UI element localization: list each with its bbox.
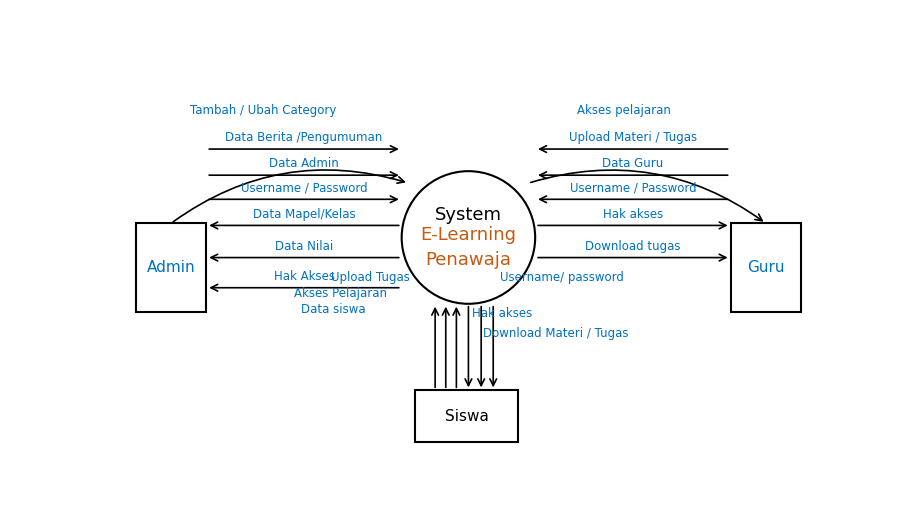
Text: Penawaja: Penawaja — [425, 251, 512, 269]
Text: Download tugas: Download tugas — [585, 240, 681, 253]
Bar — [135, 223, 207, 312]
Text: Akses Pelajaran: Akses Pelajaran — [294, 287, 387, 300]
Text: Data Guru: Data Guru — [602, 157, 664, 170]
Text: Username/ password: Username/ password — [500, 271, 624, 284]
Text: Data Berita /Pengumuman: Data Berita /Pengumuman — [226, 131, 383, 144]
Text: Akses pelajaran: Akses pelajaran — [578, 104, 671, 117]
Text: Data siswa: Data siswa — [301, 303, 366, 316]
Text: Hak akses: Hak akses — [602, 208, 663, 221]
Text: Upload Materi / Tugas: Upload Materi / Tugas — [569, 131, 696, 144]
Text: Guru: Guru — [747, 260, 785, 275]
Text: Hak Akses: Hak Akses — [273, 270, 335, 283]
Text: Upload Tugas: Upload Tugas — [332, 271, 410, 284]
Text: Data Nilai: Data Nilai — [275, 240, 333, 253]
Text: Siswa: Siswa — [445, 409, 489, 424]
Text: Tambah / Ubah Category: Tambah / Ubah Category — [190, 104, 336, 117]
Text: Admin: Admin — [146, 260, 196, 275]
Text: System: System — [435, 206, 502, 224]
Text: Download Materi / Tugas: Download Materi / Tugas — [483, 327, 628, 340]
Text: Username / Password: Username / Password — [569, 182, 696, 195]
Bar — [415, 390, 518, 443]
Text: Data Admin: Data Admin — [269, 157, 339, 170]
Text: Username / Password: Username / Password — [240, 182, 367, 195]
Text: E-Learning: E-Learning — [420, 227, 516, 244]
Bar — [730, 223, 802, 312]
Text: Data Mapel/Kelas: Data Mapel/Kelas — [252, 208, 356, 221]
Text: Hak akses: Hak akses — [472, 307, 532, 320]
